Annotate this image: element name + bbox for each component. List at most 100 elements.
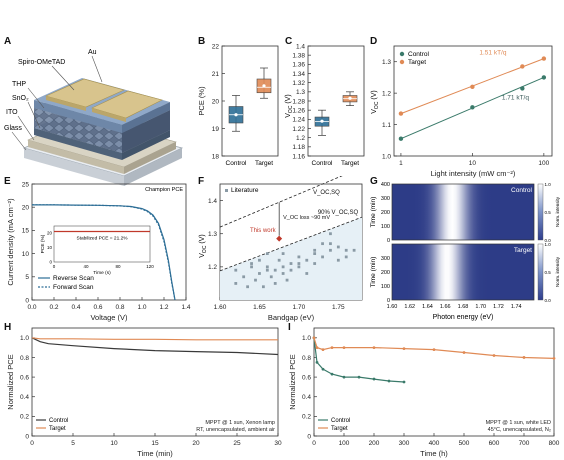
panel-label-c: C: [285, 36, 293, 47]
heatmap-control: [391, 183, 535, 241]
data-point-control: [387, 379, 391, 383]
y-tick-label: 0.8: [302, 355, 311, 362]
data-point-target: [432, 348, 436, 351]
x-tick-label: 30: [274, 440, 282, 447]
x-tick-label: 0.6: [93, 304, 102, 311]
literature-point: [250, 265, 253, 269]
literature-point: [250, 262, 253, 265]
y-tick-label: 1.3: [208, 231, 217, 238]
legend-label: Forward Scan: [53, 284, 94, 291]
chart-f-voc-bandgap: 1.60 1.65 1.70 1.75 1.2 1.3 1.4 Bandgap (eV) VOC…: [199, 176, 363, 322]
literature-point: [258, 258, 261, 262]
y-tick-label: 1.0: [302, 335, 311, 342]
literature-point: [265, 252, 269, 255]
ito-layer-front: [28, 140, 124, 174]
legend-label: Target: [408, 59, 426, 66]
y-axis-label: VOC (V): [199, 234, 208, 257]
y-tick-label: 19: [212, 126, 220, 133]
y-tick-label: 0.4: [302, 394, 311, 401]
y-tick-label: 0: [387, 298, 390, 304]
layer-label-thp: THP: [12, 81, 26, 88]
y-tick-label: 1.22: [292, 126, 305, 133]
literature-point: [246, 285, 250, 289]
literature-point: [305, 258, 309, 262]
panel-label-g: G: [370, 176, 378, 187]
y-tick-label: 25: [22, 181, 30, 188]
data-point-target: [398, 111, 404, 116]
chart-g-pl-heatmap: Control 0 100 200 300 400 Time (min) 0.0 0.5 1.0 N…: [370, 182, 560, 321]
data-point-control: [402, 380, 406, 384]
data-point-control: [357, 375, 361, 379]
thp-layer-side: [122, 110, 170, 153]
curve-target: [31, 337, 278, 341]
literature-point: [336, 245, 340, 249]
data-point-target: [492, 354, 496, 357]
y-tick-label: 20: [212, 98, 220, 105]
y-tick-label: 1.34: [292, 71, 305, 78]
legend-marker: [399, 51, 405, 57]
data-point-control: [541, 75, 547, 80]
data-point-target: [552, 357, 556, 360]
x-axis-label: Time (h): [420, 449, 448, 458]
x-axis-label: Time (min): [137, 449, 173, 458]
literature-point: [329, 242, 332, 246]
literature-point: [261, 285, 265, 289]
line-voc-sq: [219, 176, 343, 228]
sno2-layer-side: [122, 130, 170, 160]
literature-point: [234, 282, 238, 285]
data-point-control: [321, 367, 325, 371]
annotation-90pct: 90% V_OC,SQ: [318, 210, 359, 216]
plot-frame: [393, 45, 553, 157]
x-tick-label: 1.64: [422, 304, 433, 310]
panel-label-d: D: [370, 36, 378, 47]
data-point-target: [372, 346, 376, 350]
legend-label: Control: [408, 51, 430, 58]
box-mean: [348, 96, 352, 100]
y-tick-label: 0.2: [20, 414, 29, 421]
x-tick-label: 1.75: [332, 304, 345, 311]
literature-point: [273, 282, 277, 285]
thp-layer-front: [34, 108, 122, 153]
panel-a-schematic: A: [4, 36, 188, 186]
data-point-target: [470, 84, 475, 90]
x-tick-label: 800: [549, 440, 560, 447]
y-axis-label: VOC (V): [371, 90, 380, 113]
y-tick-label: 1.3: [382, 59, 391, 66]
x-tick-label: 100: [339, 440, 350, 447]
y-axis-label: Normalized PCE: [288, 354, 297, 409]
x-axis-label: Bandgap (eV): [268, 313, 315, 322]
data-point-control: [342, 375, 346, 379]
layer-label-sno2: SnO₂: [12, 95, 29, 102]
y-tick-label: 0.6: [20, 374, 29, 381]
x-tick-label: 10: [110, 440, 118, 447]
line-90pct-voc-sq: [219, 216, 363, 272]
y-tick-label: 1.24: [292, 117, 305, 124]
y-tick-label: 0.4: [20, 394, 29, 401]
y-tick-label: 10: [22, 251, 30, 258]
colorbar: [537, 243, 544, 301]
device-stack-diagram: Au Spiro-OMeTAD THP SnO₂ ITO Glass: [4, 49, 184, 186]
category-label: Target: [341, 160, 359, 167]
literature-point: [281, 252, 285, 255]
legend-label: Control: [331, 418, 350, 424]
annotation-voc-loss: V_OC loss ~90 mV: [283, 215, 330, 221]
x-tick-label: 1.70: [293, 304, 306, 311]
literature-point: [297, 255, 301, 259]
colorbar-tick-label: 0.0: [545, 298, 552, 303]
data-point-target: [312, 336, 316, 340]
x-tick-label: 1.4: [181, 304, 190, 311]
colorbar-tick-label: 0.0: [545, 238, 552, 243]
heatmap-target: [391, 243, 535, 301]
curve-control: [313, 337, 405, 383]
panel-label-a: A: [4, 36, 12, 47]
chart-d-voc-light: 1 10 100 1.0 1.1 1.2 1.3 Light intensity (mW cm…: [371, 45, 553, 178]
data-point-target: [520, 64, 525, 69]
literature-point: [336, 258, 340, 262]
condition-annotation: RT, unencapsulated, ambient air: [196, 427, 275, 433]
literature-point: [289, 268, 293, 272]
x-tick-label: 1.74: [511, 304, 522, 310]
this-work-point: [276, 235, 283, 242]
literature-point: [242, 275, 246, 279]
literature-point: [258, 272, 261, 275]
y-tick-label: 0: [307, 433, 311, 440]
